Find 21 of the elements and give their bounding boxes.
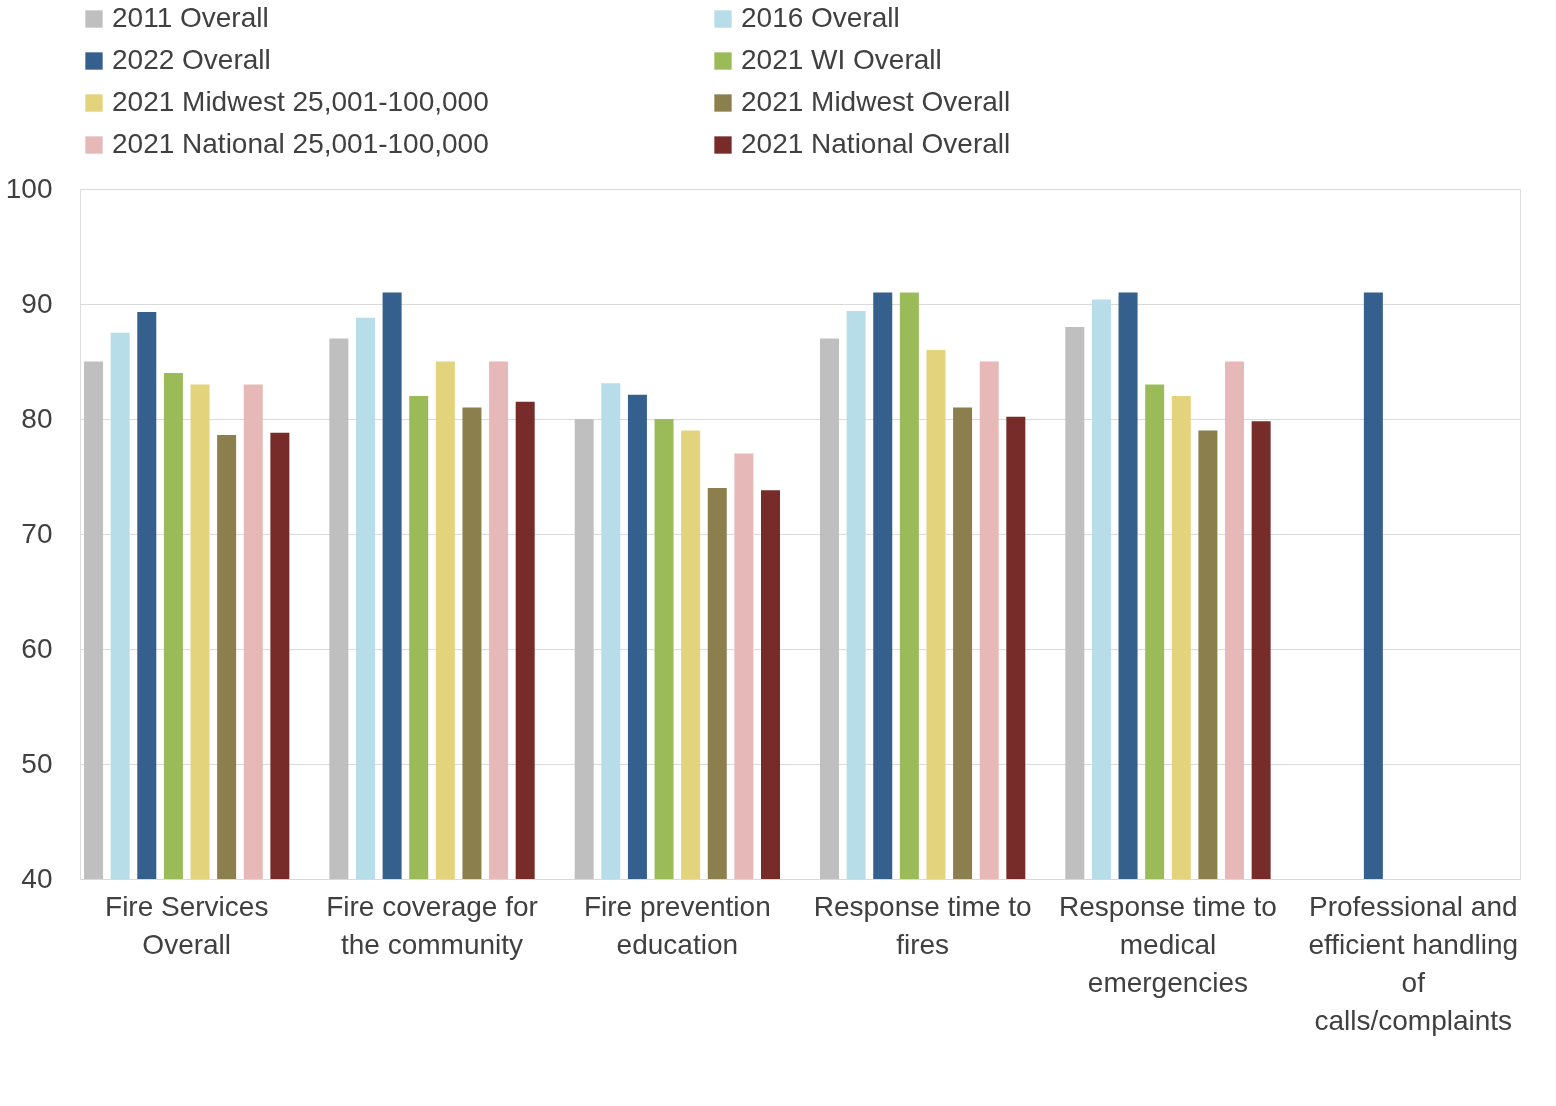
y-tick-label: 50 xyxy=(21,747,53,779)
x-tick-label: Professional and efficient handling of calls/complaints xyxy=(1308,890,1519,1036)
legend-label: 2021 National Overall xyxy=(741,128,1011,159)
y-tick-label: 90 xyxy=(21,287,53,319)
legend-label: 2021 National 25,001-100,000 xyxy=(112,128,489,159)
y-tick-label: 60 xyxy=(21,632,53,664)
legend-label: 2021 Midwest 25,001-100,000 xyxy=(112,86,489,117)
y-tick-label: 80 xyxy=(21,402,53,434)
legend-label: 2022 Overall xyxy=(112,44,271,75)
x-tick-label: Response time to fires xyxy=(813,890,1032,960)
x-tick-label: Response time to medical emergencies xyxy=(1059,890,1277,998)
y-tick-label: 40 xyxy=(21,862,53,894)
legend-label: 2011 Overall xyxy=(112,2,269,33)
y-tick-label: 100 xyxy=(5,172,53,204)
x-tick-label: Fire coverage for the community xyxy=(326,890,538,960)
x-tick-label: Fire prevention education xyxy=(583,890,771,960)
x-tick-label: Fire Services Overall xyxy=(105,890,269,960)
legend-label: 2021 Midwest Overall xyxy=(741,86,1011,117)
legend-label: 2021 WI Overall xyxy=(741,44,942,75)
legend-label: 2016 Overall xyxy=(741,2,900,33)
y-tick-label: 70 xyxy=(21,517,53,549)
